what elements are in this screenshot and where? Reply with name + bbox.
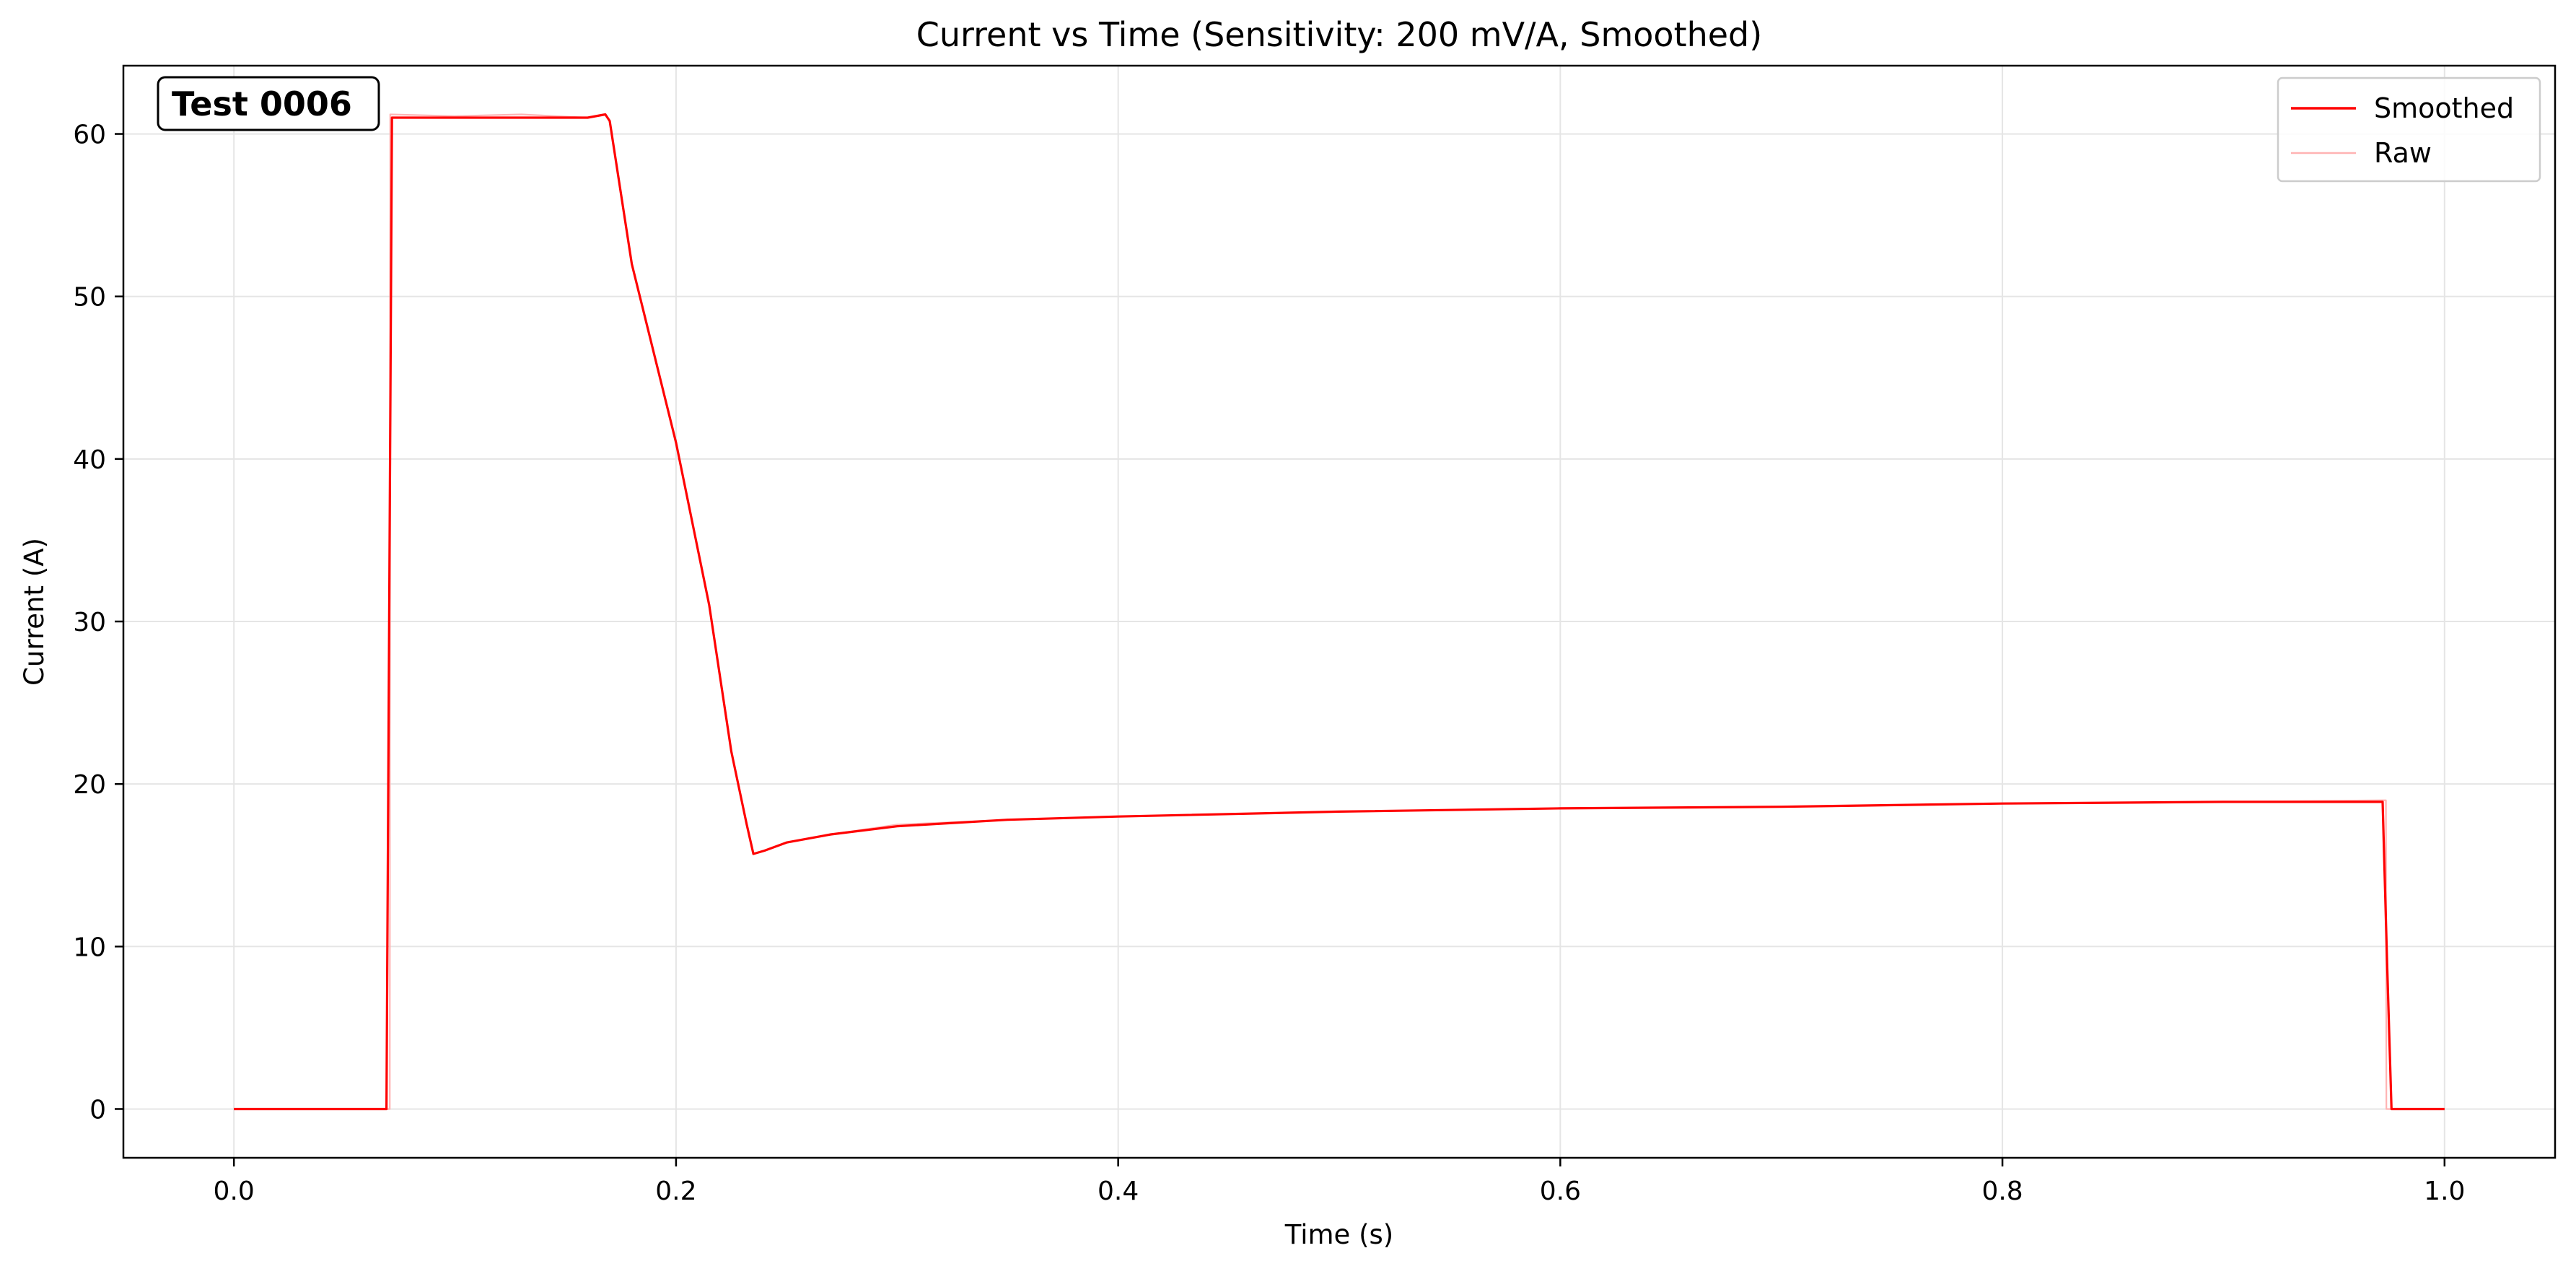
series-line-smoothed xyxy=(234,113,2445,1111)
legend-box xyxy=(2277,77,2541,183)
x-tick-label: 0.8 xyxy=(1981,1177,2023,1206)
legend-label-raw: Raw xyxy=(2374,137,2432,169)
legend: Smoothed Raw xyxy=(2277,77,2541,183)
y-tick-label: 60 xyxy=(73,121,106,150)
y-tick-label: 0 xyxy=(89,1095,106,1125)
y-tick-label: 50 xyxy=(73,283,106,313)
annotation-label: Test 0006 xyxy=(172,84,352,123)
x-tick-label: 0.4 xyxy=(1098,1177,1139,1206)
y-tick-label: 10 xyxy=(73,933,106,962)
y-tick-label: 20 xyxy=(73,770,106,800)
chart-title: Current vs Time (Sensitivity: 200 mV/A, … xyxy=(916,15,1762,54)
x-tick-label: 0.2 xyxy=(655,1177,696,1206)
plot-frame xyxy=(122,64,2557,1159)
y-tick-label: 40 xyxy=(73,445,106,475)
test-id-annotation: Test 0006 xyxy=(157,76,380,131)
x-tick-label: 0.0 xyxy=(214,1177,255,1206)
gridlines xyxy=(123,66,2555,1158)
x-axis-title: Time (s) xyxy=(1284,1219,1393,1250)
legend-label-smoothed: Smoothed xyxy=(2374,92,2514,124)
x-tick-label: 0.6 xyxy=(1540,1177,1581,1206)
x-tick-label: 1.0 xyxy=(2424,1177,2465,1206)
y-axis-title: Current (A) xyxy=(19,538,50,686)
axis-ticks: 0.0 0.2 0.4 0.6 0.8 1.0 0 10 20 30 40 50 60 xyxy=(73,121,2465,1206)
y-tick-label: 30 xyxy=(73,608,106,637)
plot-series xyxy=(234,113,2445,1111)
annotation-box xyxy=(157,76,380,131)
